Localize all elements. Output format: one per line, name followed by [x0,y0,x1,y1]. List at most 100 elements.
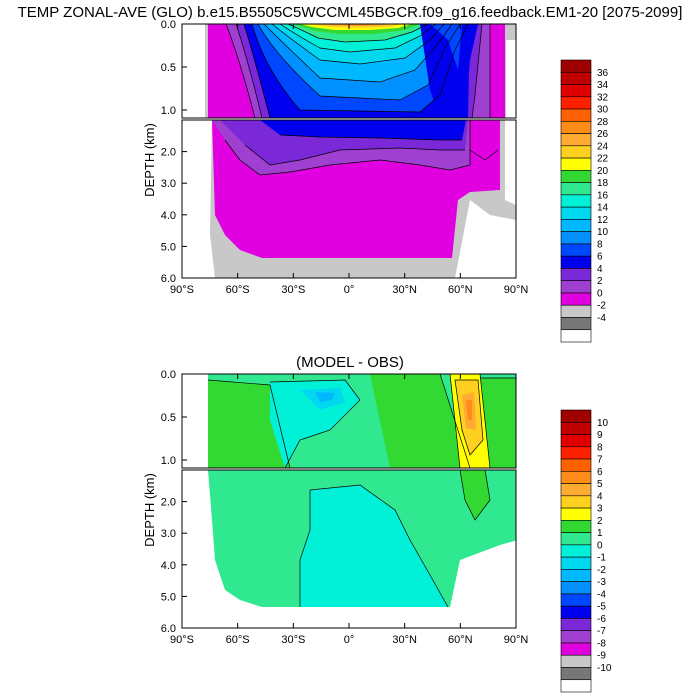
colorbar-swatch [560,243,592,257]
colorbar-swatch [560,194,592,208]
colorbar-swatch [560,96,592,110]
colorbar-swatch [560,231,592,245]
y-tick-label: 0.0 [161,19,176,31]
colorbar-swatch [560,292,592,306]
colorbar-label: 16 [597,190,609,201]
top-lower-field [182,120,516,278]
colorbar-swatch [560,495,592,509]
y-tick-label: 5.0 [161,591,176,603]
colorbar-label: -1 [597,553,606,564]
colorbar-label: 0 [597,288,603,299]
colorbar-swatch [560,483,592,497]
colorbar-swatch [560,471,592,484]
colorbar-label: 32 [597,92,609,103]
colorbar-swatch [560,667,592,681]
colorbar-swatch [560,59,592,73]
colorbar-swatch [560,618,592,631]
x-tick-label: 30°S [281,284,305,296]
y-tick-label: 4.0 [161,560,176,572]
x-tick-label: 0° [344,634,355,646]
x-tick-label: 60°S [226,634,250,646]
y-tick-label: 1.0 [161,105,176,117]
y-tick-label: 1.0 [161,455,176,467]
colorbar-label: 2 [597,276,603,287]
colorbar-label: 5 [597,479,603,490]
axis-ticks: 90°S 60°S 30°S 0° 30°N 60°N 90°N 0.0 0.5 1.0 2.0 3.… [161,19,529,646]
colorbar-label: -2 [597,565,606,576]
colorbar-swatch [560,182,592,196]
bottom-upper-field [182,374,516,468]
colorbar-swatch [560,630,592,644]
colorbar-swatch [560,409,592,423]
colorbar-swatch [560,145,592,159]
colorbar-label: 4 [597,264,603,275]
colorbar-swatch [560,329,592,343]
bottom-lower-field [182,470,516,628]
x-tick-label: 60°N [448,634,473,646]
colorbar-swatch [560,255,592,269]
colorbar-label: 6 [597,467,603,478]
colorbar-label: 2 [597,516,603,527]
colorbar-swatch [560,157,592,171]
colorbar-label: -2 [597,301,606,312]
colorbar-swatch [560,544,592,558]
colorbar-label: 22 [597,154,609,165]
colorbar-label: -3 [597,577,606,588]
x-tick-label: 90°N [504,634,529,646]
colorbar-label: -4 [597,313,606,324]
colorbar-label: 14 [597,203,609,214]
colorbar-label: 1 [597,528,603,539]
colorbar-label: -6 [597,614,606,625]
colorbar-swatch [560,556,592,570]
y-tick-label: 2.0 [161,147,176,159]
colorbar-label: 6 [597,252,603,263]
colorbar-swatch [560,520,592,533]
y-tick-label: 6.0 [161,273,176,285]
x-tick-label: 30°N [392,634,417,646]
colorbar-swatch [560,507,592,521]
colorbar-label: 8 [597,239,603,250]
colorbar-label: -8 [597,638,606,649]
x-tick-label: 0° [344,284,355,296]
colorbar-swatch [560,170,592,183]
top-chart-title: TEMP ZONAL-AVE (GLO) b.e15.B5505C5WCCML4… [18,4,683,21]
y-tick-label: 6.0 [161,623,176,635]
colorbar-swatch [560,84,592,98]
bottom-chart-title: (MODEL - OBS) [296,354,404,371]
y-tick-label: 3.0 [161,178,176,190]
colorbar-swatch [560,679,592,693]
y-tick-label: 0.0 [161,369,176,381]
colorbar-swatch [560,569,592,582]
colorbar-label: 9 [597,430,603,441]
x-tick-label: 90°N [504,284,529,296]
y-tick-label: 5.0 [161,241,176,253]
colorbar-swatch [560,642,592,656]
colorbar-swatch [560,605,592,619]
colorbar-swatch [560,434,592,448]
colorbar-swatch [560,532,592,546]
colorbar-swatch [560,654,592,668]
colorbar-swatch [560,581,592,595]
colorbar-label: 0 [597,540,603,551]
colorbar-label: 34 [597,80,609,91]
colorbar-swatch [560,593,592,607]
colorbar-label: 28 [597,117,609,128]
y-tick-label: 3.0 [161,528,176,540]
colorbar-label: 26 [597,129,609,140]
y-tick-label: 0.5 [161,412,176,424]
colorbar-swatch [560,317,592,331]
colorbar-swatch [560,121,592,134]
colorbar-label: 18 [597,178,609,189]
top-upper-field [182,24,516,118]
colorbar-swatch [560,71,592,85]
colorbar-swatch [560,206,592,220]
colorbar-label: 12 [597,215,609,226]
x-tick-label: 90°S [170,284,194,296]
y-tick-label: 2.0 [161,497,176,509]
x-tick-label: 30°S [281,634,305,646]
colorbar-swatch [560,133,592,147]
bottom-ylabel: DEPTH (km) [142,473,157,547]
